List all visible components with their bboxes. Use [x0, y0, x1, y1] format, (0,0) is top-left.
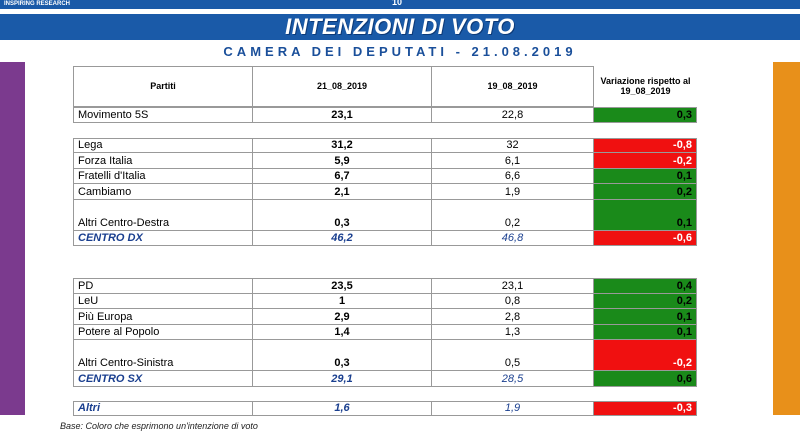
left-bar	[0, 62, 25, 415]
variation: -0,3	[594, 400, 697, 416]
vote-share: 0,2	[432, 199, 594, 231]
vote-share: 0,3	[253, 199, 432, 231]
page-number: 10	[392, 0, 403, 7]
variation: 0,3	[594, 107, 697, 123]
title: INTENZIONI DI VOTO	[285, 14, 515, 39]
vote-share: 23,5	[253, 278, 432, 294]
variation: 0,1	[594, 324, 697, 340]
variation: 0,4	[594, 278, 697, 294]
party-name: Cambiamo	[73, 184, 253, 200]
variation: 0,1	[594, 168, 697, 184]
vote-share: 46,2	[253, 230, 432, 246]
vote-share: 0,3	[253, 340, 432, 371]
variation: 0,1	[594, 199, 697, 231]
title-band	[0, 14, 800, 40]
logo: INSPIRING RESEARCH	[4, 1, 71, 7]
variation: -0,6	[594, 230, 697, 246]
vote-share: 1,6	[253, 400, 432, 416]
vote-share: 1,3	[432, 324, 594, 340]
vote-share: 1	[253, 293, 432, 309]
vote-share: 23,1	[253, 107, 432, 123]
vote-share: 0,5	[432, 340, 594, 371]
vote-share: 1,9	[432, 400, 594, 416]
party-name: Fratelli d'Italia	[73, 168, 253, 184]
vote-share: 0,8	[432, 293, 594, 309]
vote-share: 1,9	[432, 184, 594, 200]
vote-share: 23,1	[432, 278, 594, 294]
vote-share: 2,9	[253, 309, 432, 325]
party-name: Altri	[73, 400, 253, 416]
variation: -0,8	[594, 137, 697, 153]
right-bar	[773, 62, 800, 415]
variation: -0,2	[594, 153, 697, 169]
vote-share: 29,1	[253, 371, 432, 387]
party-name: Altri Centro-Sinistra	[73, 340, 253, 371]
party-name: Lega	[73, 137, 253, 153]
party-name: Movimento 5S	[73, 107, 253, 123]
variation: -0,2	[594, 340, 697, 371]
party-name: Altri Centro-Destra	[73, 199, 253, 231]
vote-share: 6,1	[432, 153, 594, 169]
party-name: PD	[73, 278, 253, 294]
vote-share: 2,1	[253, 184, 432, 200]
variation: 0,6	[594, 371, 697, 387]
variation: 0,2	[594, 293, 697, 309]
column-header: Partiti	[73, 66, 253, 107]
subtitle: CAMERA DEI DEPUTATI - 21.08.2019	[223, 44, 577, 59]
top-bar	[0, 0, 800, 9]
party-name: LeU	[73, 293, 253, 309]
footnote: Base: Coloro che esprimono un'intenzione…	[60, 421, 258, 431]
party-name: CENTRO SX	[73, 371, 253, 387]
vote-share: 46,8	[432, 230, 594, 246]
vote-share: 22,8	[432, 107, 594, 123]
party-name: Più Europa	[73, 309, 253, 325]
column-header: 19_08_2019	[432, 66, 594, 107]
vote-share: 1,4	[253, 324, 432, 340]
variation: 0,2	[594, 184, 697, 200]
party-name: Potere al Popolo	[73, 324, 253, 340]
party-name: CENTRO DX	[73, 230, 253, 246]
vote-share: 32	[432, 137, 594, 153]
vote-share: 28,5	[432, 371, 594, 387]
column-header: 21_08_2019	[253, 66, 432, 107]
vote-share: 5,9	[253, 153, 432, 169]
vote-share: 2,8	[432, 309, 594, 325]
vote-share: 6,6	[432, 168, 594, 184]
party-name: Forza Italia	[73, 153, 253, 169]
column-header: Variazione rispetto al 19_08_2019	[600, 76, 691, 96]
vote-share: 31,2	[253, 137, 432, 153]
vote-share: 6,7	[253, 168, 432, 184]
variation: 0,1	[594, 309, 697, 325]
